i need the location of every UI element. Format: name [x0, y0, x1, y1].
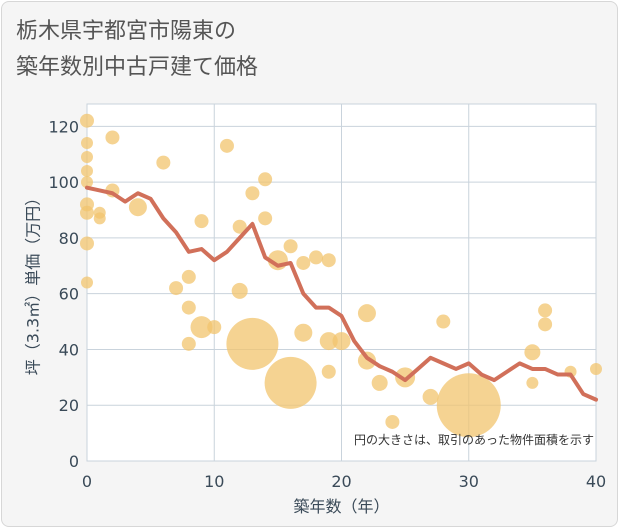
data-bubble	[80, 236, 94, 251]
data-bubble	[156, 155, 171, 170]
y-tick-label: 120	[48, 117, 79, 136]
data-bubble	[524, 344, 541, 361]
data-bubble	[319, 332, 338, 351]
y-tick-label: 20	[59, 396, 79, 415]
data-bubble	[538, 317, 553, 332]
data-bubble	[105, 130, 120, 145]
x-tick-label: 40	[586, 472, 606, 491]
y-tick-label: 0	[69, 452, 79, 471]
data-bubble	[219, 138, 234, 153]
data-bubble	[371, 374, 388, 391]
data-bubble	[422, 388, 439, 405]
chart-title: 栃木県宇都宮市陽東の 築年数別中古戸建て価格	[16, 14, 258, 86]
data-bubble	[357, 304, 376, 323]
y-tick-label: 60	[59, 285, 79, 304]
data-bubble	[81, 276, 93, 289]
size-note: 円の大きさは、取引のあった物件面積を示す	[354, 432, 594, 447]
data-bubble	[526, 376, 539, 389]
data-bubble	[294, 323, 313, 342]
data-bubble	[181, 269, 196, 284]
data-bubble	[81, 137, 93, 150]
data-bubble	[181, 336, 196, 351]
data-bubble	[436, 373, 501, 438]
data-bubble	[258, 172, 273, 187]
data-bubble	[80, 205, 94, 220]
data-bubble	[385, 414, 400, 429]
y-axis-label: 坪（3.3㎡）単価（万円）	[24, 190, 43, 375]
data-bubble	[296, 255, 311, 270]
title-line-1: 栃木県宇都宮市陽東の	[16, 19, 237, 44]
data-bubble	[258, 211, 273, 226]
x-tick-label: 10	[204, 472, 224, 491]
data-bubble	[245, 186, 260, 201]
data-bubble	[395, 367, 416, 388]
data-bubble	[81, 176, 93, 189]
data-bubble	[309, 250, 324, 265]
x-tick-label: 0	[82, 472, 92, 491]
data-bubble	[357, 351, 376, 370]
trend-line	[85, 185, 598, 402]
x-tick-label: 30	[459, 472, 479, 491]
y-tick-label: 40	[59, 340, 79, 359]
data-bubble	[321, 253, 336, 268]
y-tick-label: 80	[59, 229, 79, 248]
data-bubble	[93, 212, 106, 225]
title-line-2: 築年数別中古戸建て価格	[16, 55, 259, 80]
data-bubble	[169, 281, 184, 296]
x-axis-label: 築年数（年）	[293, 497, 389, 516]
x-tick-label: 20	[331, 472, 351, 491]
data-bubble	[332, 332, 351, 351]
data-bubble	[283, 239, 298, 254]
data-bubble	[181, 300, 196, 315]
data-bubble	[436, 314, 451, 329]
data-bubble	[128, 198, 147, 217]
data-bubble	[538, 303, 553, 318]
data-bubble	[81, 164, 93, 177]
data-bubble	[207, 320, 222, 335]
data-bubble	[590, 362, 602, 375]
data-bubble	[81, 150, 93, 163]
data-bubble	[232, 219, 247, 234]
tick-labels: 0 10 20 30 40 0 20 40 60 80 100 120	[48, 117, 606, 491]
data-bubble	[194, 214, 209, 229]
grid-lines	[86, 104, 597, 462]
data-bubble	[264, 356, 317, 409]
data-bubble	[80, 113, 94, 128]
scatter-bubbles	[80, 113, 602, 438]
data-bubble	[321, 364, 336, 379]
data-bubble	[226, 317, 279, 370]
data-bubble	[231, 282, 248, 299]
data-bubble	[190, 316, 213, 339]
y-tick-label: 100	[48, 173, 79, 192]
